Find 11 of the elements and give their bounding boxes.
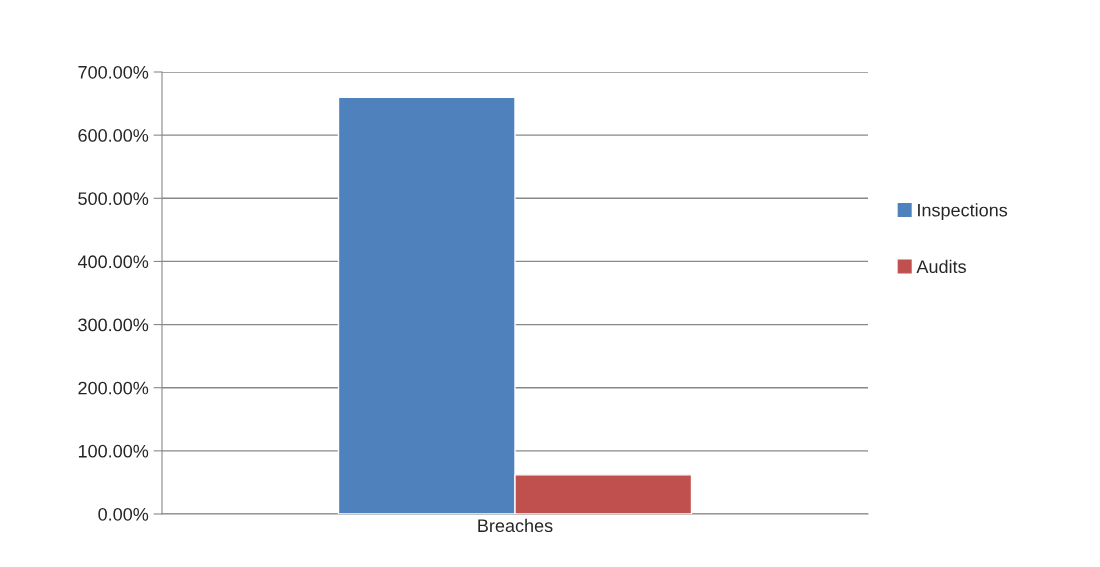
y-tick-label: 300.00% bbox=[78, 318, 149, 332]
y-tick-label: 0.00% bbox=[98, 507, 149, 521]
y-tick-label: 100.00% bbox=[78, 444, 149, 458]
legend-label: Audits bbox=[916, 259, 966, 274]
y-tick-label: 200.00% bbox=[78, 381, 149, 395]
x-tick-label: Breaches bbox=[478, 518, 553, 533]
y-tick-label: 500.00% bbox=[78, 192, 149, 206]
legend-label: Inspections bbox=[918, 203, 1008, 221]
y-tick-label: 600.00% bbox=[78, 129, 149, 142]
y-tick-label: 700.00% bbox=[78, 65, 149, 79]
y-tick-label: 400.00% bbox=[77, 255, 149, 269]
